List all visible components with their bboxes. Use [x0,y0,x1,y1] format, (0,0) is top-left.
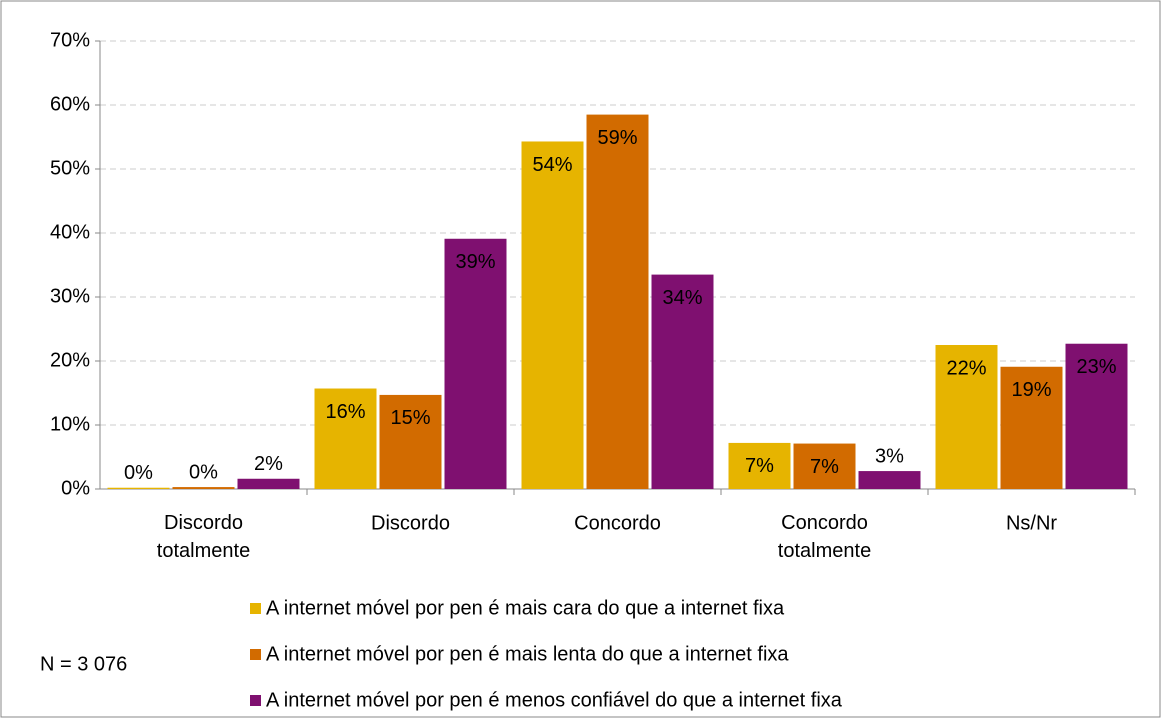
data-label: 2% [254,453,283,475]
y-tick-label: 70% [50,29,90,51]
bar [521,141,584,490]
x-tick-label: Discordo totalmente [157,512,250,562]
data-label: 19% [1011,379,1051,401]
bar [651,274,714,489]
data-label: 16% [325,401,365,423]
bar [1000,366,1063,489]
data-label: 23% [1076,356,1116,378]
x-tick-label: Ns/Nr [1006,512,1057,534]
x-tick-label: Discordo [371,512,450,534]
bar [1065,343,1128,489]
x-tick-label: Concordo [574,512,661,534]
annotation: N = 3 076 [40,653,127,675]
legend-swatch [250,695,261,706]
bar [444,238,507,489]
y-tick-label: 10% [50,413,90,435]
data-label: 7% [810,456,839,478]
bar [379,394,442,489]
bar [586,114,649,489]
data-label: 0% [124,462,153,484]
bar [935,345,998,489]
y-tick-label: 0% [61,477,90,499]
bar [237,478,300,489]
data-label: 34% [662,287,702,309]
x-tick-label: Concordo totalmente [778,512,871,562]
bar [314,388,377,489]
bar [858,471,921,489]
legend-label: A internet móvel por pen é mais cara do … [266,597,785,619]
bar [107,487,170,489]
y-tick-label: 30% [50,285,90,307]
y-tick-label: 60% [50,93,90,115]
data-label: 22% [946,357,986,379]
data-label: 39% [455,251,495,273]
data-label: 54% [532,154,572,176]
legend-swatch [250,649,261,660]
data-label: 3% [875,445,904,467]
legend-label: A internet móvel por pen é mais lenta do… [266,643,789,665]
bar [172,487,235,489]
legend-swatch [250,603,261,614]
data-label: 0% [189,461,218,483]
bar [728,442,791,489]
y-tick-label: 40% [50,221,90,243]
data-label: 7% [745,455,774,477]
legend-label: A internet móvel por pen é menos confiáv… [266,689,843,711]
data-label: 59% [597,127,637,149]
data-label: 15% [390,407,430,429]
y-tick-label: 20% [50,349,90,371]
bar [793,443,856,489]
y-tick-label: 50% [50,157,90,179]
